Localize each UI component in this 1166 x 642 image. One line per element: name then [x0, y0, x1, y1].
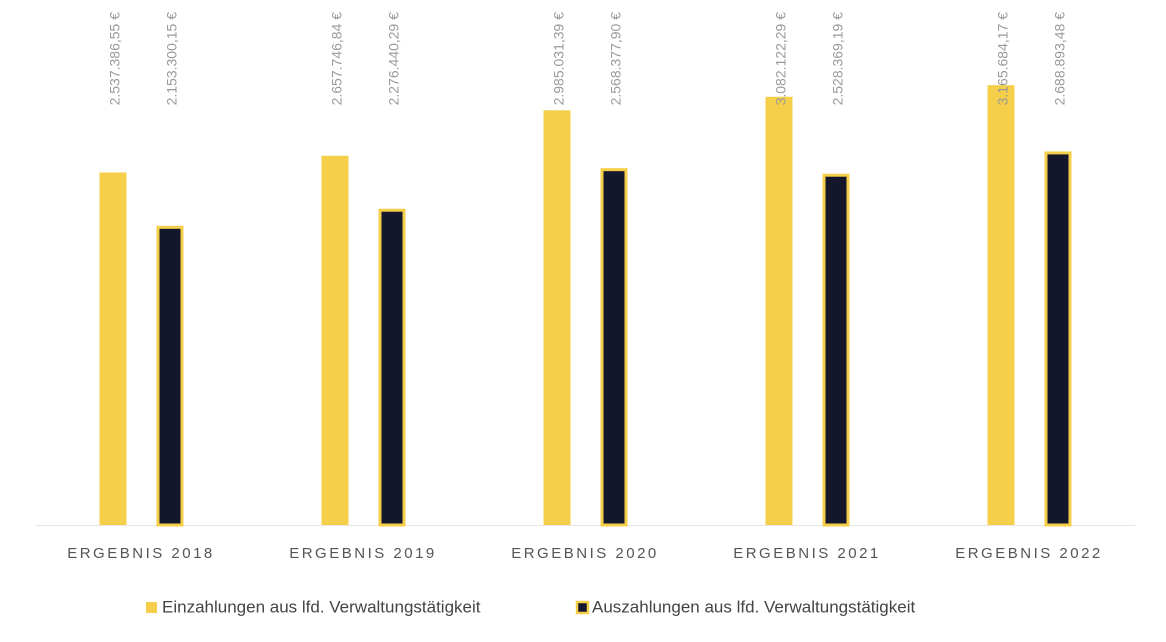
value-label: 2.537.386,55 € [107, 12, 123, 106]
value-label: 2.568.377,90 € [608, 12, 624, 106]
bar [378, 208, 406, 527]
legend-swatch [146, 602, 157, 613]
legend-swatch [575, 600, 590, 615]
bar [1044, 151, 1072, 527]
bar [765, 96, 793, 526]
x-tick-label: ERGEBNIS 2022 [955, 545, 1103, 562]
value-label: 2.153.300,15 € [164, 12, 180, 106]
value-label: 2.528.369,19 € [830, 12, 846, 106]
bar [987, 85, 1015, 526]
x-tick-label: ERGEBNIS 2020 [511, 545, 659, 562]
legend-label: Einzahlungen aus lfd. Verwaltungstätigke… [162, 597, 481, 616]
value-label: 3.165.684,17 € [995, 12, 1011, 106]
bar [600, 168, 628, 527]
value-label: 2.276.440,29 € [386, 12, 402, 106]
value-label: 2.657.746,84 € [329, 12, 345, 106]
x-tick-label: ERGEBNIS 2021 [733, 545, 881, 562]
bar [156, 225, 184, 527]
bar [543, 110, 571, 526]
value-label: 3.082.122,29 € [773, 12, 789, 106]
x-tick-label: ERGEBNIS 2018 [67, 545, 215, 562]
value-label: 2.688.893,48 € [1052, 12, 1068, 106]
bar [321, 155, 349, 525]
bar [822, 173, 850, 527]
x-tick-label: ERGEBNIS 2019 [289, 545, 437, 562]
bar [99, 172, 127, 526]
legend-label: Auszahlungen aus lfd. Verwaltungstätigke… [592, 597, 915, 616]
value-label: 2.985.031,39 € [551, 12, 567, 106]
